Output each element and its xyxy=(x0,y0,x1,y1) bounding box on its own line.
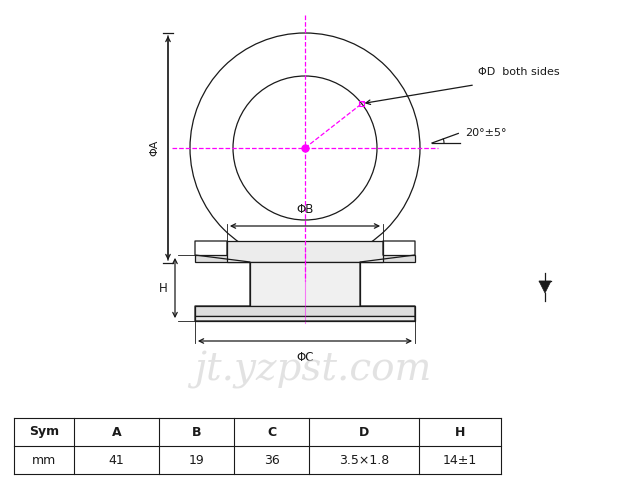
Text: Sym: Sym xyxy=(29,425,59,438)
Polygon shape xyxy=(539,281,551,293)
Text: H: H xyxy=(455,425,465,438)
Text: ΦC: ΦC xyxy=(296,351,314,364)
Text: ΦD  both sides: ΦD both sides xyxy=(478,67,560,77)
Text: H: H xyxy=(159,282,167,294)
Bar xyxy=(195,255,415,262)
Text: B: B xyxy=(192,425,201,438)
Text: ΦA: ΦA xyxy=(149,140,159,156)
Text: 36: 36 xyxy=(263,454,280,467)
Text: ΦB: ΦB xyxy=(297,203,314,216)
Text: 19: 19 xyxy=(189,454,204,467)
Text: A: A xyxy=(112,425,121,438)
Bar xyxy=(195,316,415,321)
Text: C: C xyxy=(267,425,276,438)
Text: 3.5×1.8: 3.5×1.8 xyxy=(339,454,389,467)
Text: 41: 41 xyxy=(108,454,124,467)
Bar xyxy=(195,306,415,316)
Bar xyxy=(250,262,360,306)
Text: jt.yzpst.com: jt.yzpst.com xyxy=(194,351,431,389)
Text: 14±1: 14±1 xyxy=(443,454,477,467)
Text: 20°±5°: 20°±5° xyxy=(465,128,507,138)
Bar xyxy=(359,101,364,106)
Text: D: D xyxy=(359,425,369,438)
Text: mm: mm xyxy=(32,454,56,467)
Bar xyxy=(227,241,383,262)
